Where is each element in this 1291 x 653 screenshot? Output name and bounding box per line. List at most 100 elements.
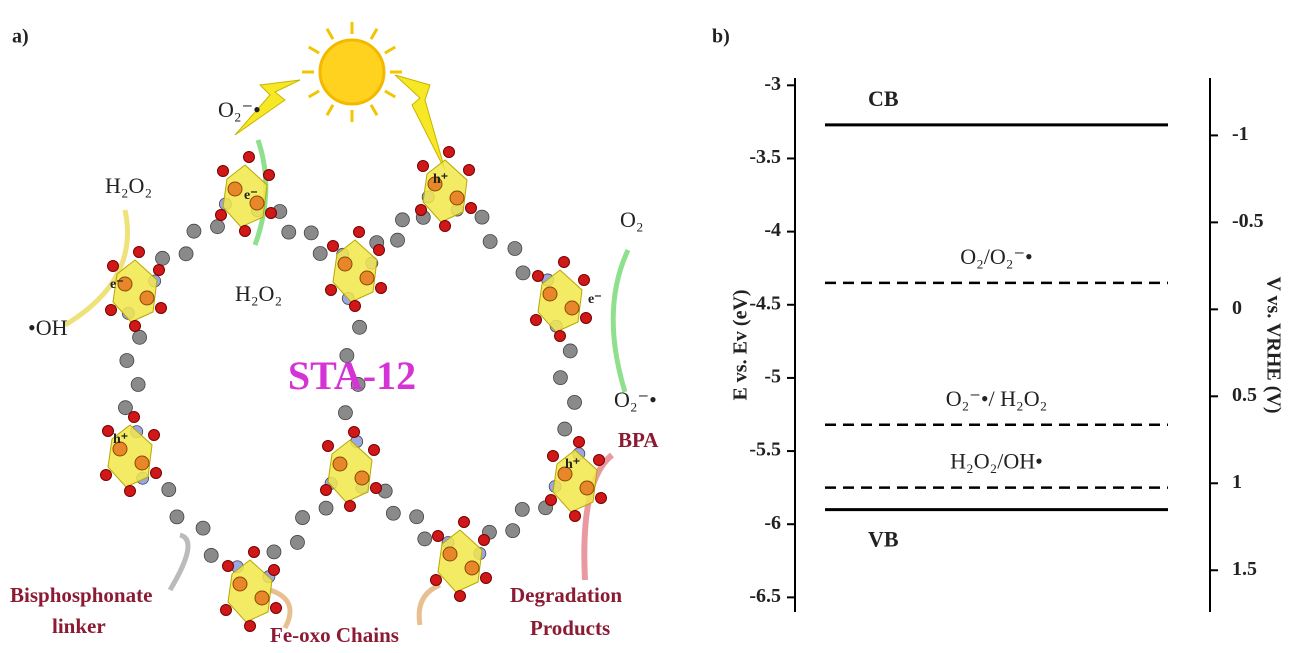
atom (338, 406, 352, 420)
species-label: H₂O₂ (105, 173, 152, 198)
oxygen (440, 221, 451, 232)
level-label: O₂/O₂⁻• (960, 244, 1033, 269)
oxygen (350, 301, 361, 312)
atom (391, 233, 405, 247)
arc (170, 535, 188, 590)
phosphorus (333, 457, 347, 471)
atom (558, 422, 572, 436)
oxygen (570, 511, 581, 522)
level-label: VB (868, 527, 899, 552)
atom (386, 506, 400, 520)
oxygen (555, 331, 566, 342)
fe-octahedron (423, 160, 467, 222)
y-tick-label: -4 (764, 219, 781, 241)
atom (313, 247, 327, 261)
y-tick-label: -3.5 (749, 146, 781, 168)
atom (304, 226, 318, 240)
oxygen (416, 205, 427, 216)
oxygen (269, 565, 280, 576)
y2-tick-label: 1 (1232, 471, 1242, 493)
species-label: H₂O₂ (235, 281, 282, 306)
atom (290, 535, 304, 549)
y2-tick-label: 0.5 (1232, 384, 1257, 406)
oxygen (433, 531, 444, 542)
oxygen (103, 426, 114, 437)
y-tick-label: -4.5 (749, 292, 781, 314)
atom (508, 242, 522, 256)
oxygen (264, 170, 275, 181)
atom (506, 524, 520, 538)
oxygen (154, 265, 165, 276)
oxygen (271, 603, 282, 614)
pollutant-label: BPA (618, 428, 659, 452)
atom (187, 224, 201, 238)
oxygen (376, 283, 387, 294)
atom (196, 521, 210, 535)
oxygen (548, 451, 559, 462)
fe-octahedron (328, 440, 372, 502)
phosphorus (580, 481, 594, 495)
oxygen (130, 321, 141, 332)
caption: Fe-oxo Chains (270, 623, 399, 647)
structure-drawing (65, 22, 628, 632)
oxygen (101, 470, 112, 481)
charge-label: h⁺ (113, 432, 128, 447)
arc (419, 585, 440, 625)
sun-ray (309, 91, 319, 97)
framework-name: STA-12 (288, 353, 416, 398)
oxygen (479, 535, 490, 546)
oxygen (125, 486, 136, 497)
sun-ray (327, 105, 333, 115)
y2-axis-label: V vs. VRHE (V) (1262, 276, 1284, 413)
sun-ray (385, 47, 395, 53)
phosphorus (338, 257, 352, 271)
sun (320, 40, 384, 104)
atom (179, 247, 193, 261)
atom (483, 234, 497, 248)
charge-label: e⁻ (588, 292, 602, 307)
y-tick-label: -5.5 (749, 439, 781, 461)
phosphorus (443, 547, 457, 561)
sun-ray (385, 91, 395, 97)
oxygen (574, 437, 585, 448)
panel-label: b) (712, 26, 730, 48)
atom (120, 354, 134, 368)
atom (133, 330, 147, 344)
phosphorus (450, 191, 464, 205)
oxygen (349, 427, 360, 438)
atom (553, 371, 567, 385)
sun-ray (371, 105, 377, 115)
oxygen (223, 561, 234, 572)
phosphorus (228, 182, 242, 196)
caption: Degradation (510, 583, 622, 607)
oxygen (151, 468, 162, 479)
species-label: O₂⁻• (614, 387, 657, 412)
oxygen (326, 285, 337, 296)
oxygen (249, 547, 260, 558)
sun-ray (309, 47, 319, 53)
oxygen (531, 315, 542, 326)
caption: Bisphosphonate (10, 583, 152, 607)
oxygen (374, 245, 385, 256)
oxygen (328, 241, 339, 252)
oxygen (418, 161, 429, 172)
oxygen (321, 485, 332, 496)
oxygen (466, 203, 477, 214)
charge-label: e⁻ (110, 277, 124, 292)
phosphorus (255, 591, 269, 605)
phosphorus (140, 291, 154, 305)
oxygen (240, 226, 251, 237)
atom (156, 251, 170, 265)
oxygen (106, 305, 117, 316)
oxygen (455, 591, 466, 602)
species-label: O₂⁻• (218, 97, 261, 122)
species-label: O₂ (620, 207, 644, 232)
y-axis-label: E vs. Ev (eV) (730, 289, 752, 400)
oxygen (108, 261, 119, 272)
oxygen (464, 165, 475, 176)
phosphorus (465, 561, 479, 575)
oxygen (156, 303, 167, 314)
arc (613, 250, 628, 392)
oxygen (245, 621, 256, 632)
species-label: •OH (28, 315, 68, 340)
